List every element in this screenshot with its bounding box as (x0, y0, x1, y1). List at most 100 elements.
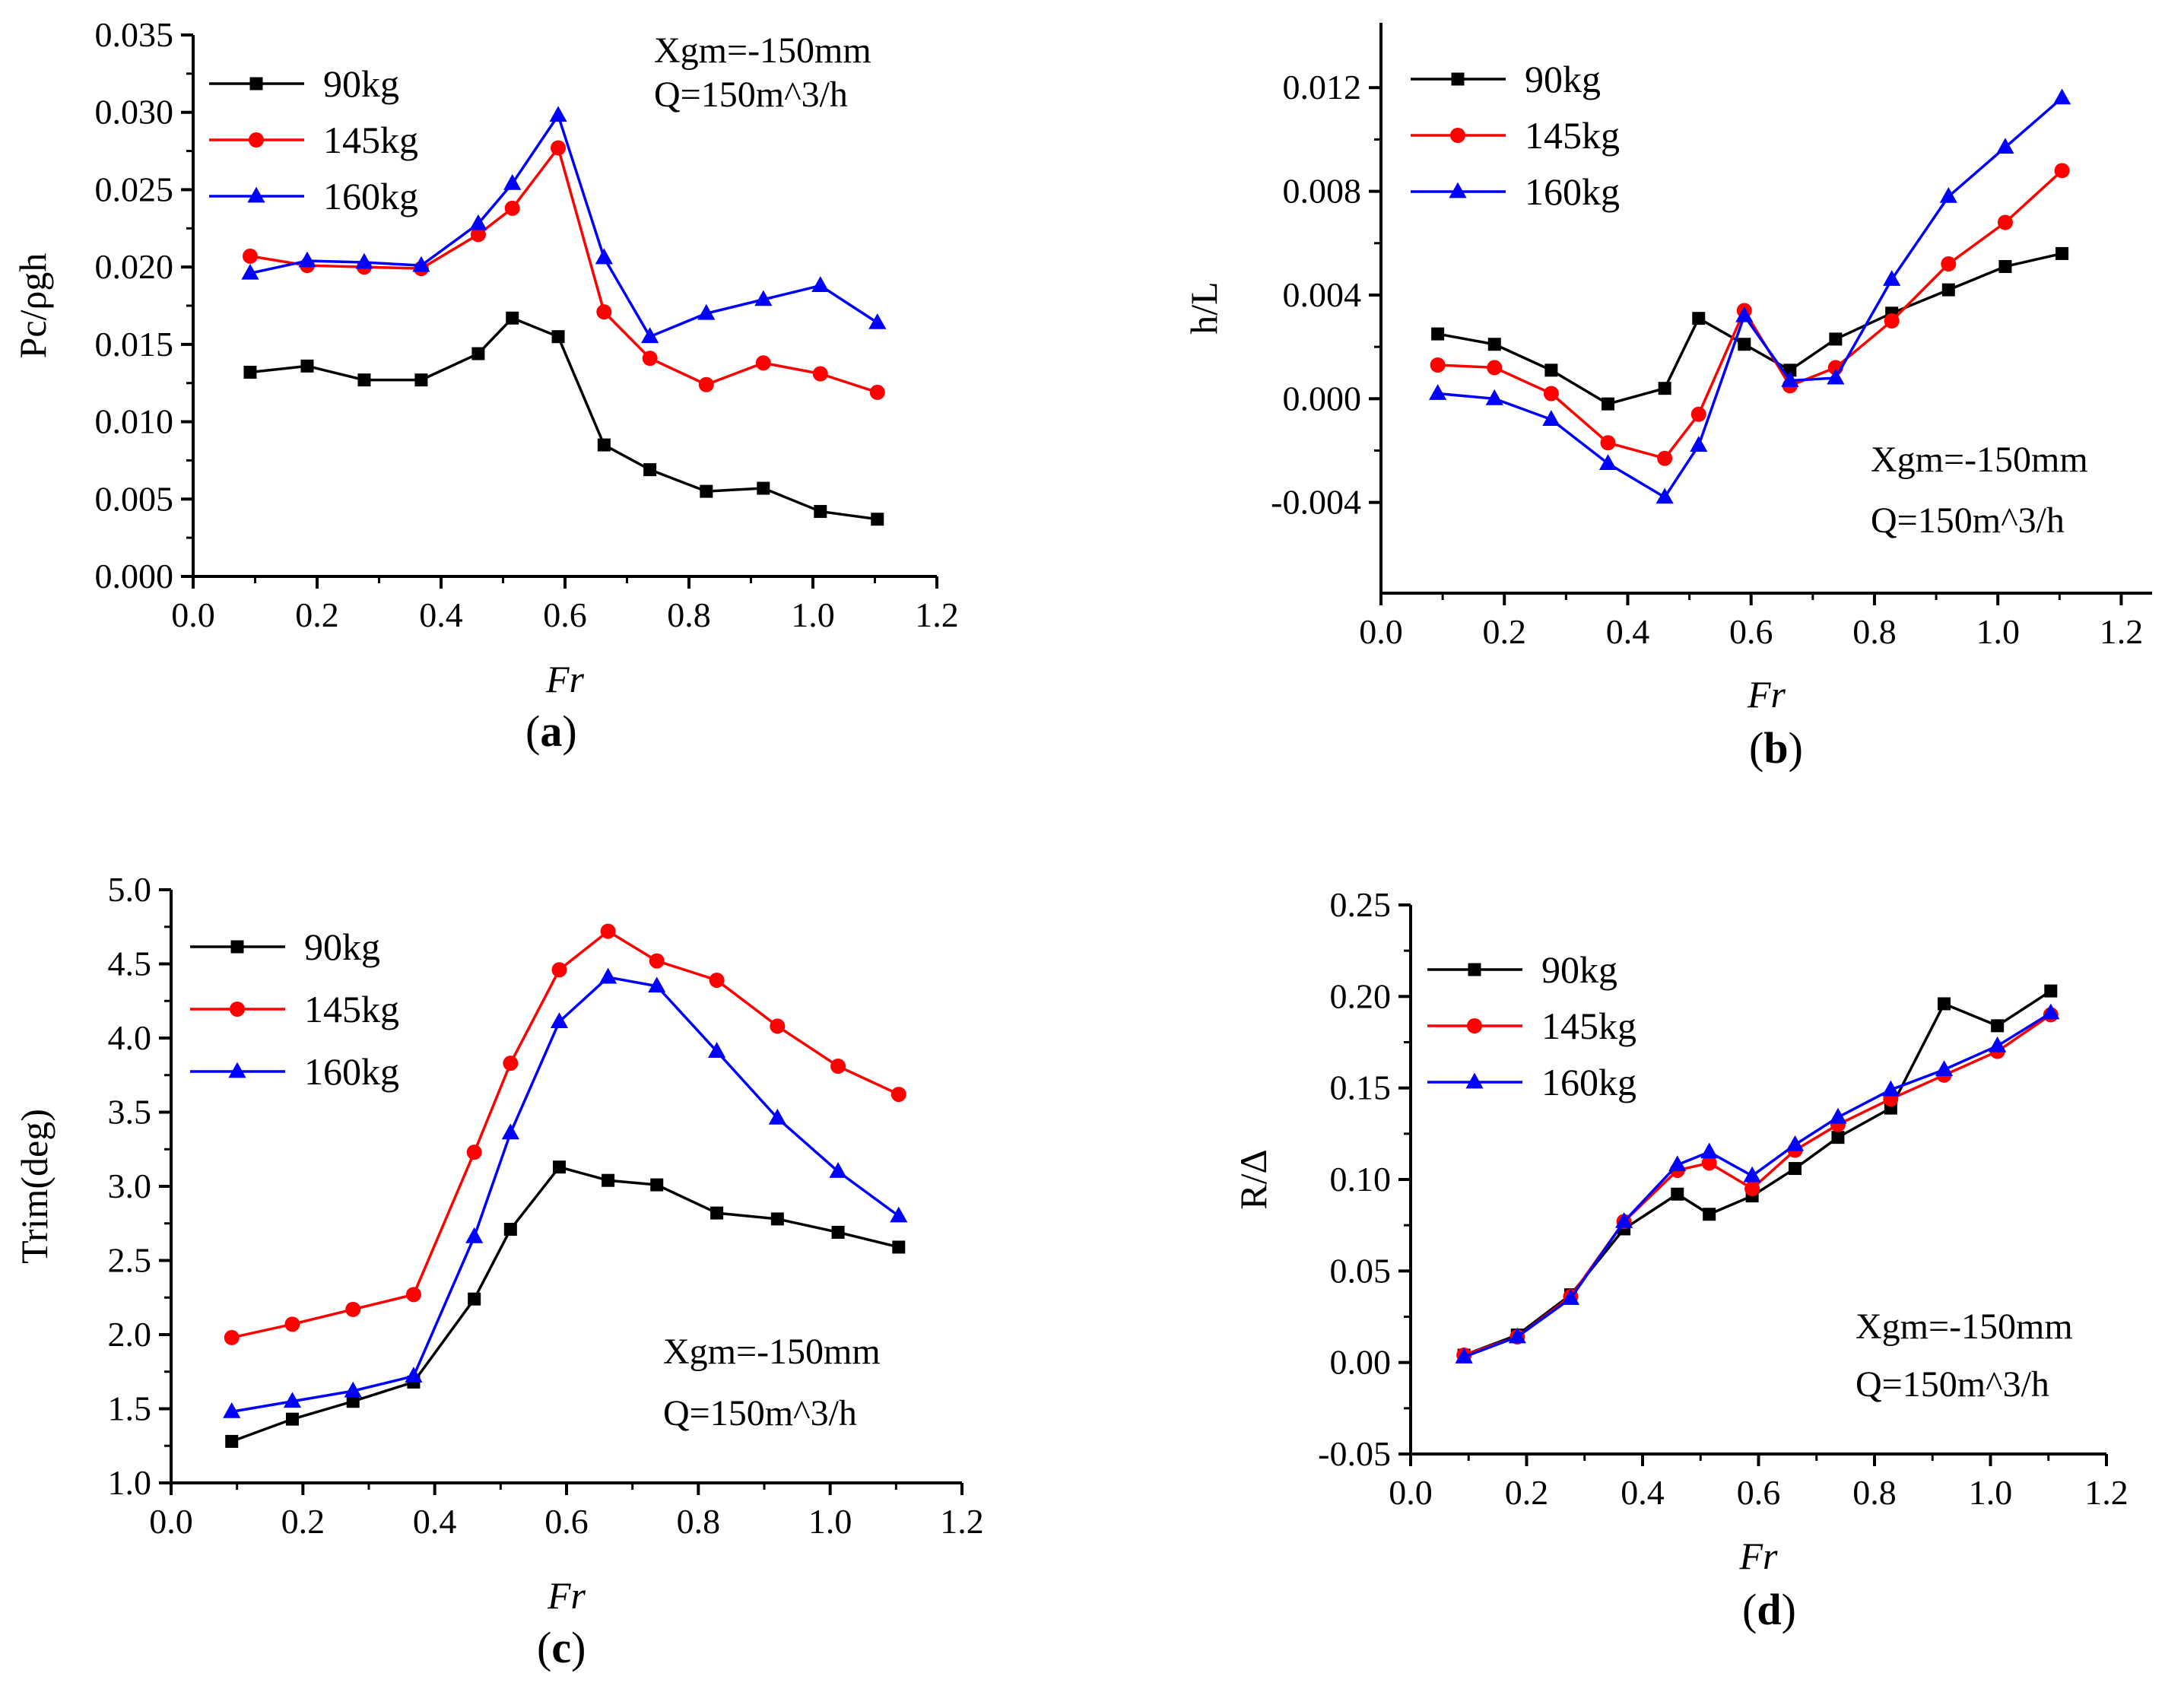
data-point-90kg (700, 484, 713, 498)
y-tick-label: 0.20 (1330, 976, 1392, 1015)
x-tick-label: 0.0 (1359, 612, 1403, 651)
y-tick-label: 5.0 (108, 870, 152, 909)
data-point-90kg (1671, 1187, 1684, 1201)
data-point-160kg (1700, 1142, 1719, 1159)
data-point-145kg (869, 384, 885, 400)
x-tick-label: 0.8 (667, 595, 711, 634)
y-tick-label: 0.025 (95, 170, 174, 208)
y-tick-label: 4.0 (108, 1018, 152, 1057)
legend: 90kg 145kg 160kg (1411, 58, 1620, 213)
data-point-160kg (697, 303, 716, 320)
y-tick-label: 0.05 (1330, 1251, 1392, 1290)
data-point-160kg (465, 1227, 484, 1243)
data-point-90kg (1941, 283, 1955, 297)
data-point-160kg (283, 1392, 302, 1408)
y-tick-label: 0.020 (95, 247, 174, 286)
data-point-90kg (1487, 338, 1501, 351)
legend-marker-160kg (1449, 182, 1467, 198)
data-point-145kg (1690, 406, 1706, 422)
x-tick-label: 1.0 (1976, 612, 2020, 651)
data-point-145kg (1657, 450, 1673, 466)
data-point-160kg (1881, 1080, 1900, 1097)
legend-marker-90kg (230, 940, 244, 954)
series-line-160kg (1437, 97, 2063, 499)
data-point-90kg (506, 311, 519, 325)
data-point-90kg (1829, 332, 1843, 346)
x-tick-label: 0.2 (1505, 1473, 1549, 1512)
data-point-160kg (501, 1123, 519, 1140)
x-tick-label: 0.8 (1852, 1473, 1897, 1512)
y-tick-label: 0.008 (1283, 172, 1362, 211)
data-point-160kg (469, 214, 487, 230)
y-tick-label: 3.5 (108, 1093, 152, 1132)
series-160kg (223, 967, 908, 1418)
y-tick-label: 0.012 (1283, 68, 1362, 106)
data-point-90kg (1938, 997, 1951, 1011)
y-tick-label: 0.000 (1283, 379, 1362, 417)
data-point-90kg (770, 1212, 784, 1226)
data-point-90kg (1738, 338, 1751, 351)
data-point-160kg (1542, 410, 1560, 426)
y-tick-label: 0.25 (1330, 885, 1392, 924)
x-tick-label: 0.0 (149, 1502, 193, 1541)
data-point-160kg (708, 1042, 726, 1058)
series-160kg (1429, 88, 2071, 504)
series-line-90kg (249, 316, 878, 521)
data-point-145kg (596, 304, 612, 320)
panel-label-paren: ( (1742, 1585, 1757, 1634)
data-point-145kg (551, 140, 567, 156)
legend: 90kg 145kg 160kg (1427, 948, 1636, 1103)
data-point-160kg (811, 276, 830, 292)
data-point-145kg (345, 1301, 361, 1317)
x-tick-label: 1.2 (915, 595, 959, 634)
legend: 90kg 145kg 160kg (190, 925, 399, 1093)
data-point-160kg (1786, 1135, 1805, 1151)
y-tick-label: -0.05 (1318, 1434, 1391, 1473)
data-point-145kg (770, 1018, 786, 1034)
legend-marker-160kg (247, 186, 265, 203)
legend-label-145kg: 145kg (304, 988, 399, 1030)
data-point-160kg (298, 251, 316, 268)
data-point-90kg (602, 1173, 615, 1187)
x-axis-title: Fr (545, 658, 585, 700)
legend-marker-160kg (1465, 1072, 1484, 1089)
data-point-145kg (1487, 360, 1503, 376)
data-point-145kg (1997, 214, 2013, 230)
x-axis-title: Fr (1747, 673, 1786, 716)
legend-label-160kg: 160kg (1541, 1061, 1636, 1103)
data-point-160kg (2042, 1003, 2060, 1020)
data-point-160kg (1429, 384, 1447, 400)
data-point-160kg (1939, 187, 1957, 203)
data-point-145kg (405, 1287, 421, 1303)
annotation: Xgm=-150mm (1855, 1306, 2073, 1347)
data-point-160kg (1598, 454, 1617, 470)
y-tick-label: 1.5 (108, 1389, 152, 1428)
series-line-90kg (1437, 252, 2062, 405)
data-point-90kg (650, 1178, 664, 1192)
chart-panel-c: 0.0 0.2 0.4 0.6 0.8 1.0 1.2 1.0 1.5 2.0 2.5 3.0 3.5 4… (13, 870, 984, 1672)
data-point-160kg (344, 1381, 362, 1398)
legend-label-145kg: 145kg (323, 119, 418, 161)
data-point-90kg (2055, 246, 2069, 260)
legend-label-145kg: 145kg (1541, 1005, 1636, 1047)
x-tick-label: 0.6 (1729, 612, 1773, 651)
panel-label: (c) (537, 1623, 586, 1672)
data-point-90kg (551, 330, 565, 344)
x-tick-label: 0.0 (171, 595, 215, 634)
data-point-160kg (503, 173, 522, 190)
annotation: Q=150m^3/h (1871, 500, 2065, 541)
x-tick-label: 0.6 (543, 595, 587, 634)
panel-label-letter: a (540, 706, 562, 756)
data-point-90kg (225, 1434, 239, 1448)
data-point-160kg (1508, 1327, 1526, 1344)
annotation: Xgm=-150mm (654, 30, 871, 71)
legend-label-145kg: 145kg (1525, 114, 1620, 157)
y-tick-label: 2.5 (108, 1241, 152, 1280)
data-point-160kg (1829, 1107, 1847, 1124)
data-point-160kg (223, 1402, 241, 1418)
data-point-145kg (649, 953, 665, 969)
chart-panel-a: 0.0 0.2 0.4 0.6 0.8 1.0 1.2 0.000 0.005 0.010 0.01… (11, 15, 959, 756)
data-point-145kg (470, 227, 486, 243)
panel-label: (a) (525, 706, 577, 756)
